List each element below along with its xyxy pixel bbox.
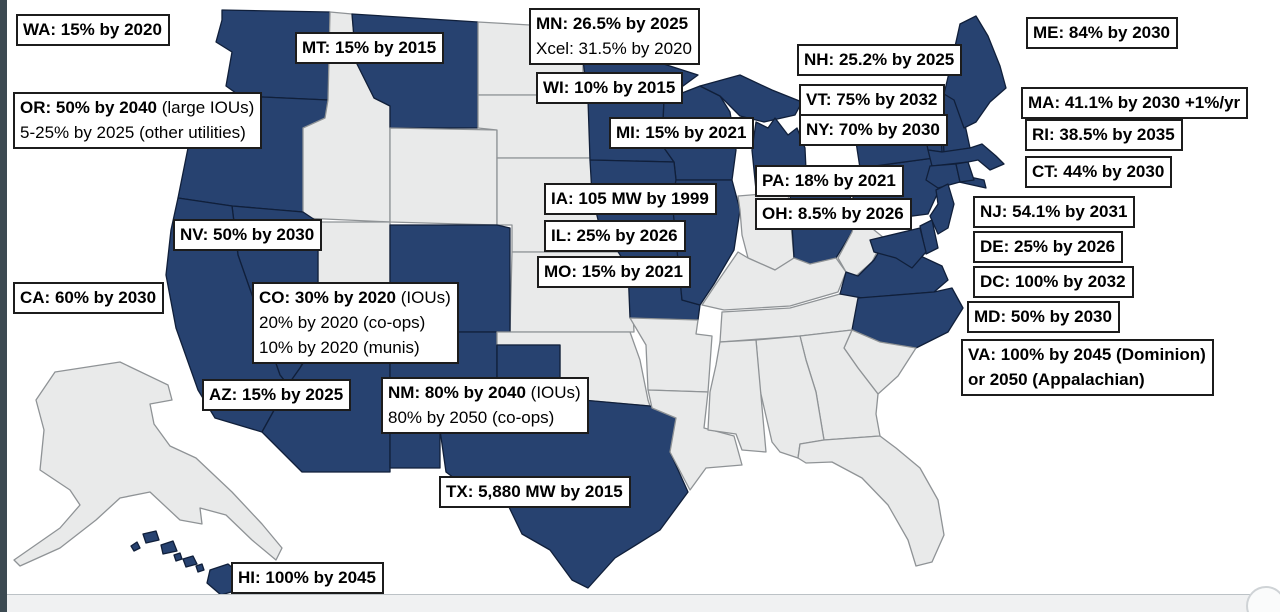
state-label-line: NY: 70% by 2030 [806,120,940,139]
state-label-mo: MO: 15% by 2021 [537,256,691,288]
state-label-line: ME: 84% by 2030 [1033,23,1171,42]
state-label-line: MN: 26.5% by 2025 [536,14,689,33]
state-label-nv: NV: 50% by 2030 [173,219,323,251]
state-label-line: IL: 25% by 2026 [551,226,678,245]
state-shape-la [647,389,743,491]
state-shape-va [839,239,949,299]
state-label-line: VT: 75% by 2032 [806,90,938,109]
state-label-line: 10% by 2020 (munis) [259,338,420,357]
state-shape-nj [929,183,955,235]
state-label-mi: MI: 15% by 2021 [609,117,755,149]
state-label-line: 5-25% by 2025 (other utilities) [20,123,246,142]
state-shape-ms [707,339,767,453]
left-edge-bar [0,0,7,612]
bottom-strip [0,594,1280,612]
state-label-wa: WA: 15% by 2020 [16,14,170,46]
state-shape-hi-1 [130,541,141,552]
state-label-line: NJ: 54.1% by 2031 [980,202,1128,221]
state-label-line: WI: 10% by 2015 [543,78,676,97]
state-shape-hi-2 [142,530,160,544]
state-shape-fl [797,435,945,567]
state-label-line: NV: 50% by 2030 [180,225,315,244]
state-label-hi: HI: 100% by 2045 [231,562,384,594]
state-label-mt: MT: 15% by 2015 [295,32,445,64]
state-shape-ri [955,161,975,183]
state-label-line: HI: 100% by 2045 [238,568,376,587]
state-label-line: TX: 5,880 MW by 2015 [446,482,623,501]
state-label-line: CA: 60% by 2030 [20,288,157,307]
state-label-va: VA: 100% by 2045 (Dominion) or 2050 (Appa… [961,339,1214,396]
state-label-ny: NY: 70% by 2030 [799,114,948,146]
state-label-tx: TX: 5,880 MW by 2015 [439,476,631,508]
state-label-line: PA: 18% by 2021 [762,171,896,190]
state-label-pa: PA: 18% by 2021 [755,165,904,197]
state-shape-ak [13,361,283,567]
state-shape-hi-3 [160,540,178,555]
state-shape-hi-5 [182,555,198,568]
state-shape-ma [927,143,1005,171]
state-shape-hi-4 [173,552,183,562]
state-label-dc: DC: 100% by 2032 [973,266,1134,298]
state-label-line: MD: 50% by 2030 [974,307,1112,326]
state-label-nh: NH: 25.2% by 2025 [797,44,963,76]
state-label-oh: OH: 8.5% by 2026 [755,198,912,230]
state-label-line: MI: 15% by 2021 [616,123,747,142]
state-label-line: IA: 105 MW by 1999 [551,189,709,208]
state-label-line: NH: 25.2% by 2025 [804,50,955,69]
state-label-line: OR: 50% by 2040 (large IOUs) [20,98,255,117]
state-label-me: ME: 84% by 2030 [1026,17,1179,49]
state-label-vt: VT: 75% by 2032 [799,84,946,116]
state-label-line: 80% by 2050 (co-ops) [388,408,555,427]
state-label-line: WA: 15% by 2020 [23,20,162,39]
state-label-line: MA: 41.1% by 2030 +1%/yr [1028,93,1241,112]
state-label-line: OH: 8.5% by 2026 [762,204,904,223]
state-shape-mi-upper [699,74,803,123]
state-label-ct: CT: 44% by 2030 [1025,156,1173,188]
state-label-ia: IA: 105 MW by 1999 [544,183,717,215]
state-label-ri: RI: 38.5% by 2035 [1025,119,1183,151]
state-label-line: Xcel: 31.5% by 2020 [536,39,692,58]
state-label-ca: CA: 60% by 2030 [13,282,165,314]
state-shape-md [869,227,927,269]
state-label-line: NM: 80% by 2040 (IOUs) [388,383,581,402]
state-label-mn: MN: 26.5% by 2025 Xcel: 31.5% by 2020 [529,8,700,65]
state-label-co: CO: 30% by 2020 (IOUs) 20% by 2020 (co-op… [252,282,459,364]
state-shape-ky [701,251,847,311]
state-label-nm: NM: 80% by 2040 (IOUs) 80% by 2050 (co-op… [381,377,589,434]
state-label-az: AZ: 15% by 2025 [202,379,352,411]
state-label-md: MD: 50% by 2030 [967,301,1120,333]
state-label-nj: NJ: 54.1% by 2031 [973,196,1136,228]
state-label-line: 20% by 2020 (co-ops) [259,313,426,332]
state-label-line: MO: 15% by 2021 [544,262,683,281]
state-label-line: CT: 44% by 2030 [1032,162,1165,181]
state-label-line: AZ: 15% by 2025 [209,385,344,404]
state-label-line: CO: 30% by 2020 (IOUs) [259,288,451,307]
state-shape-ct [925,163,961,189]
state-label-il: IL: 25% by 2026 [544,220,686,252]
state-label-wi: WI: 10% by 2015 [536,72,684,104]
watermark-circle-icon [1246,586,1280,612]
state-shape-ar [629,317,713,393]
state-label-de: DE: 25% by 2026 [973,231,1124,263]
state-label-line: DE: 25% by 2026 [980,237,1116,256]
state-label-ma: MA: 41.1% by 2030 +1%/yr [1021,87,1249,119]
state-label-or: OR: 50% by 2040 (large IOUs) 5-25% by 202… [13,92,263,149]
state-label-line: DC: 100% by 2032 [980,272,1126,291]
state-label-line: VA: 100% by 2045 (Dominion) [968,345,1206,364]
state-label-line: or 2050 (Appalachian) [968,370,1145,389]
state-shape-hi-6 [195,563,205,573]
state-label-line: RI: 38.5% by 2035 [1032,125,1175,144]
state-label-line: MT: 15% by 2015 [302,38,437,57]
